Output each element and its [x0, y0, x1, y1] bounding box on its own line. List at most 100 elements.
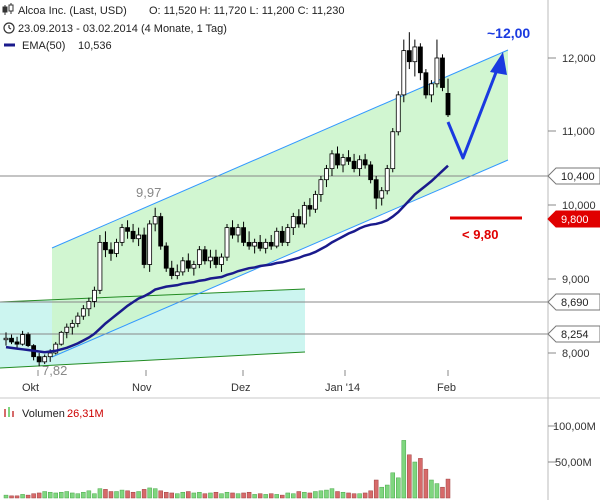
volume-bar	[70, 492, 75, 499]
candle-chart-icon	[2, 3, 14, 15]
volume-bar	[130, 491, 136, 499]
candle	[185, 253, 191, 272]
volume-bar	[108, 491, 114, 499]
volume-bar	[169, 492, 174, 499]
volume-bar	[136, 491, 141, 499]
clock-icon	[3, 22, 15, 34]
volume-bar	[274, 494, 279, 499]
volume-bar	[268, 493, 274, 499]
candle	[114, 238, 119, 258]
candle	[169, 260, 175, 280]
candle	[25, 332, 31, 348]
candle	[285, 223, 291, 247]
volume-bar	[335, 491, 340, 499]
volume-bar	[191, 492, 197, 499]
candle	[307, 198, 313, 217]
volume-bar	[396, 477, 401, 499]
volume-bar	[141, 489, 147, 499]
volume-bar	[291, 493, 296, 499]
candle	[235, 223, 241, 243]
volume-bar	[59, 491, 64, 499]
candle	[125, 220, 130, 239]
volume-value: 26,31M	[67, 408, 104, 420]
volume-bar	[318, 490, 324, 499]
candle	[268, 235, 274, 250]
candle	[412, 39, 418, 77]
candle	[368, 161, 374, 184]
candle	[108, 242, 114, 261]
volume-bar	[302, 491, 307, 499]
volume-bar	[213, 491, 219, 499]
volume-bar	[313, 491, 318, 499]
candle	[36, 353, 42, 367]
candle-series	[3, 32, 451, 367]
volume-bar	[163, 491, 169, 499]
candle	[406, 32, 412, 70]
svg-text:9,800: 9,800	[561, 214, 589, 226]
volume-bar	[20, 494, 25, 499]
upper-channel-bottom-line	[51, 159, 509, 358]
candle	[147, 220, 153, 272]
candle	[417, 43, 423, 81]
ema-line	[5, 164, 449, 354]
volume-bar	[440, 486, 445, 499]
candle	[219, 253, 224, 272]
volume-bar	[42, 491, 47, 499]
x-label-dez: Dez	[231, 382, 251, 394]
ema-legend-label: EMA(50)	[22, 40, 65, 52]
candle	[58, 330, 64, 346]
volume-bar	[147, 487, 152, 499]
candle	[75, 312, 81, 328]
candle	[429, 80, 434, 103]
candle	[97, 235, 103, 294]
svg-text:8,254: 8,254	[561, 329, 589, 341]
candle	[384, 164, 390, 195]
y-tick-8000: 8,000	[562, 348, 590, 360]
volume-bar	[14, 495, 20, 499]
volume-bar	[379, 486, 384, 499]
price-marker-8690: 8,690	[547, 293, 600, 311]
volume-bar	[175, 493, 180, 499]
candle	[290, 212, 296, 235]
volume-bar	[434, 483, 440, 499]
candle	[324, 164, 329, 188]
volume-label: Volumen	[22, 408, 65, 420]
candle	[351, 153, 357, 173]
candle	[390, 128, 396, 173]
volume-bars-icon	[4, 407, 14, 417]
candle	[395, 91, 401, 136]
volume-bar	[285, 492, 291, 499]
volume-bar	[373, 479, 379, 499]
candle	[3, 332, 9, 346]
volume-bar	[235, 493, 241, 499]
volume-bar	[362, 492, 368, 499]
volume-tick-100m: 100,00M	[553, 421, 596, 433]
candle	[329, 150, 335, 176]
volume-bar	[346, 492, 351, 499]
volume-bar	[25, 494, 31, 499]
candle	[445, 78, 451, 117]
volume-bar	[368, 490, 373, 499]
candle	[252, 238, 258, 254]
candle	[208, 249, 213, 269]
annotation-low: 7,82	[42, 363, 67, 378]
candle	[346, 150, 351, 165]
volume-bar	[263, 494, 268, 499]
volume-bar	[31, 493, 36, 499]
candle	[92, 286, 97, 308]
x-label-feb: Feb	[437, 382, 456, 394]
horizontal-levels	[0, 175, 548, 335]
candle	[312, 190, 318, 213]
volume-bar	[97, 488, 103, 499]
volume-bar	[197, 491, 202, 499]
volume-bar	[296, 491, 302, 499]
volume-bar	[158, 490, 163, 499]
volume-bar	[257, 493, 263, 499]
ema-legend-value: 10,536	[78, 40, 112, 52]
volume-bar	[47, 491, 53, 499]
price-marker-9800: 9,800	[547, 210, 600, 228]
candle	[246, 231, 252, 250]
svg-text:8,690: 8,690	[561, 297, 589, 309]
volume-bar	[9, 495, 14, 499]
